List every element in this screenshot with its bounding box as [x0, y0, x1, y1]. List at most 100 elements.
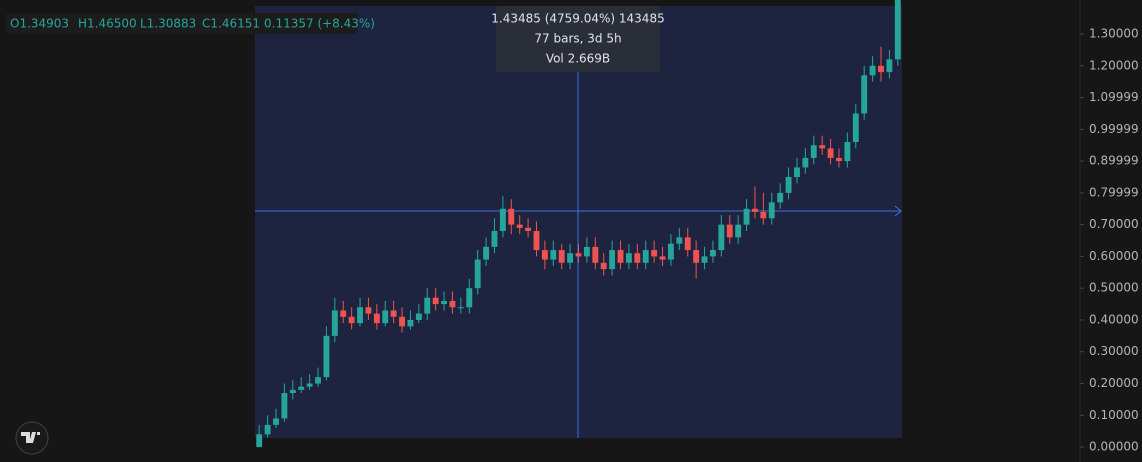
candle-body: [609, 250, 616, 270]
ohlc-legend-item: O1.34903: [10, 17, 69, 31]
candle-body: [432, 297, 439, 305]
tv-logo[interactable]: [15, 421, 49, 455]
candle-body: [634, 253, 641, 263]
candle-body: [861, 75, 868, 114]
candle-body: [390, 310, 397, 317]
candle-body: [357, 307, 363, 324]
candle-body: [567, 253, 574, 263]
candle-body: [760, 211, 767, 219]
candle-body: [701, 256, 708, 263]
candle-body: [659, 256, 666, 260]
measure-tooltip: [496, 6, 660, 72]
legend-box: [6, 13, 358, 34]
candle-body: [735, 224, 742, 238]
candle-body: [768, 202, 775, 219]
candle-body: [718, 224, 725, 251]
measure-arrow: [894, 205, 902, 217]
candle-body: [466, 288, 473, 308]
candle-body: [340, 310, 347, 317]
candle-body: [583, 246, 590, 257]
candle-body: [676, 237, 683, 244]
candle-body: [525, 227, 532, 231]
y-tick-label: 0.60000: [1089, 249, 1139, 263]
candle-body: [315, 377, 321, 384]
ohlc-legend-item: H1.46500: [78, 17, 137, 31]
candle-body: [894, 0, 901, 60]
candle-body: [516, 224, 523, 228]
candle-body: [306, 383, 313, 387]
measure-line: 1.43485 (4759.04%) 143485: [491, 12, 664, 26]
candle-body: [449, 300, 456, 308]
candle-body: [424, 297, 431, 314]
candle-body: [642, 250, 649, 263]
candle-body: [407, 319, 414, 327]
candle-body: [625, 253, 632, 263]
candle-body: [819, 145, 826, 149]
candle-body: [550, 250, 557, 260]
candle-body: [373, 313, 380, 324]
candle-body: [273, 418, 279, 425]
y-tick-label: 0.79999: [1089, 185, 1139, 199]
candle-body: [541, 250, 548, 260]
candle-body: [399, 316, 405, 327]
candle-body: [752, 208, 758, 212]
candle-body: [323, 335, 330, 378]
candle-body: [491, 231, 498, 247]
candle-body: [592, 246, 599, 263]
candle-body: [415, 313, 422, 320]
measure-line: 77 bars, 3d 5h: [534, 32, 621, 46]
y-tick-label: 0.50000: [1089, 281, 1139, 295]
candle-body: [331, 310, 338, 336]
candle-body: [256, 434, 263, 448]
candle-body: [499, 208, 506, 231]
candle-body: [785, 176, 792, 193]
candle-body: [474, 259, 481, 289]
candle-body: [382, 310, 389, 324]
candle-body: [794, 167, 800, 177]
candle-body: [600, 262, 607, 270]
candle-body: [802, 157, 809, 168]
y-tick-label: 0.00000: [1089, 440, 1139, 454]
candle-body: [852, 113, 859, 143]
candle-body: [777, 192, 784, 203]
candle-body: [483, 246, 490, 260]
candle-body: [836, 157, 842, 162]
candle-body: [651, 250, 658, 257]
candle-body: [558, 250, 565, 263]
candle-body: [298, 386, 305, 390]
candle-body: [693, 250, 700, 263]
candle-body: [575, 253, 582, 257]
candle-body: [457, 307, 464, 309]
candle-body: [289, 389, 296, 394]
y-tick-label: 1.09999: [1089, 90, 1139, 104]
ohlc-legend-item: 0.11357 (+8.43%): [264, 17, 375, 31]
candle-body: [844, 142, 851, 162]
candle-body: [878, 65, 884, 73]
candle-body: [264, 424, 271, 435]
candle-body: [743, 208, 750, 225]
ohlc-legend-item: C1.46151: [202, 17, 260, 31]
candle-body: [441, 300, 447, 305]
candle-body: [508, 208, 515, 225]
y-tick-label: 0.99999: [1089, 122, 1139, 136]
candle-body: [281, 393, 288, 419]
candle-body: [869, 65, 876, 76]
y-tick-label: 0.20000: [1089, 376, 1139, 390]
y-tick-label: 0.40000: [1089, 312, 1139, 326]
candle-body: [533, 231, 540, 251]
candle-body: [827, 148, 834, 158]
candle-body: [684, 237, 691, 251]
candle-body: [365, 307, 372, 314]
y-tick-label: 0.10000: [1089, 408, 1139, 422]
y-tick-label: 1.30000: [1089, 26, 1139, 40]
candle-body: [710, 250, 716, 257]
y-tick-label: 0.89999: [1089, 154, 1139, 168]
candle-body: [617, 250, 624, 263]
candle-body: [667, 243, 674, 260]
ohlc-legend-item: L1.30883: [140, 17, 196, 31]
candle-body: [726, 224, 733, 238]
measure-line: Vol 2.669B: [546, 52, 610, 66]
candle-body: [810, 145, 817, 158]
candle-body: [348, 316, 355, 324]
